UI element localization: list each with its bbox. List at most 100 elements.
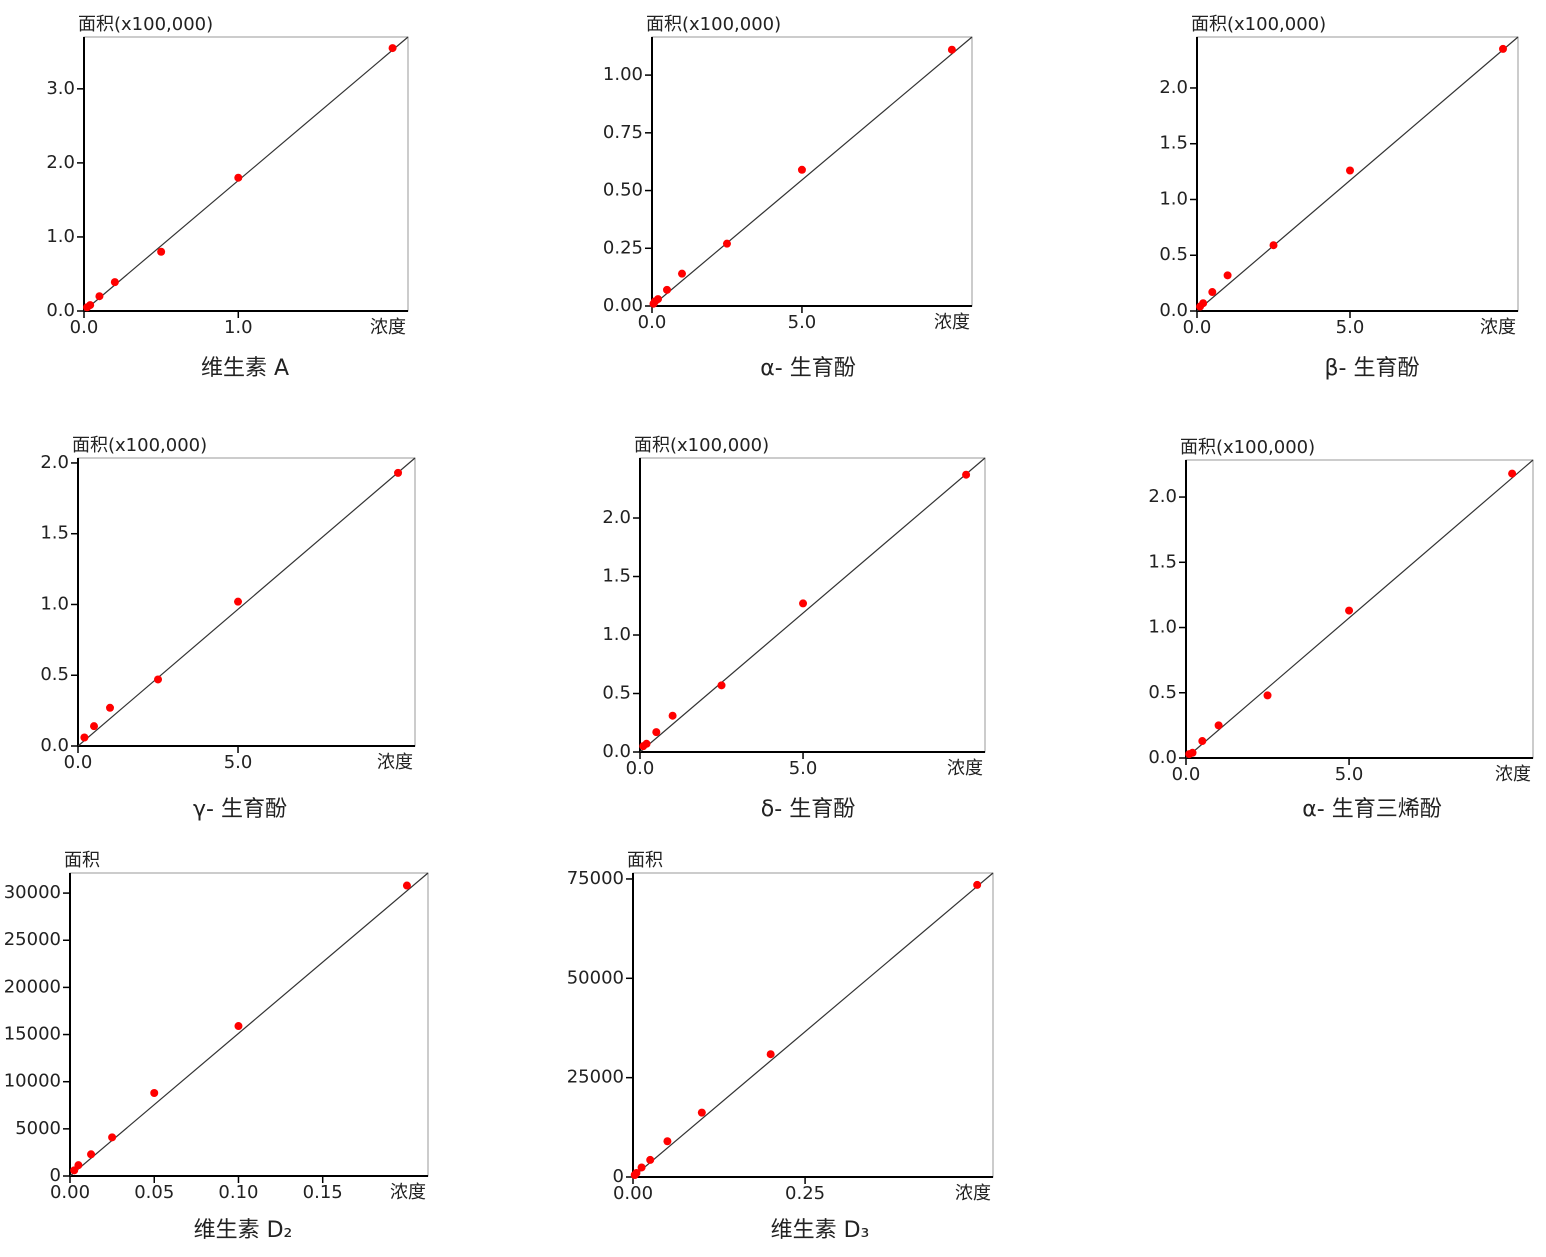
x-tick-label: 5.0	[789, 758, 818, 779]
data-point	[717, 681, 726, 690]
y-tick-label: 3.0	[46, 78, 75, 99]
x-axis-label: 浓度	[955, 1183, 991, 1204]
x-tick-label: 0.0	[64, 752, 93, 773]
y-axis-label: 面积(x100,000)	[78, 14, 213, 35]
chart-title: β- 生育酚	[1325, 356, 1420, 381]
y-tick-label: 15000	[4, 1024, 61, 1045]
chart-title: α- 生育酚	[760, 356, 855, 381]
y-tick-label: 25000	[567, 1067, 624, 1088]
data-point	[799, 599, 808, 608]
data-point	[1263, 691, 1272, 700]
trendline	[83, 36, 409, 312]
trendline	[69, 872, 429, 1177]
data-point	[110, 278, 119, 287]
data-point	[637, 1163, 646, 1172]
data-point	[1199, 299, 1208, 308]
y-tick-label: 1.0	[46, 226, 75, 247]
data-point	[722, 239, 731, 248]
data-point	[1345, 606, 1354, 615]
data-point	[697, 1108, 706, 1117]
y-tick-label: 2.0	[46, 152, 75, 173]
x-tick-label: 5.0	[1336, 317, 1365, 338]
chart-title: 维生素 D₃	[771, 1218, 870, 1243]
trendline	[1185, 459, 1534, 759]
x-tick-label: 0.10	[218, 1182, 258, 1203]
data-point	[1214, 721, 1223, 730]
data-point	[653, 295, 662, 304]
y-axis-label: 面积(x100,000)	[1180, 437, 1315, 458]
y-axis-label: 面积	[627, 850, 663, 871]
data-point	[74, 1161, 83, 1170]
trendline	[651, 36, 973, 307]
x-tick-label: 0.15	[303, 1182, 343, 1203]
data-point	[962, 470, 971, 479]
y-tick-label: 0	[50, 1165, 61, 1186]
y-tick-label: 0.5	[40, 664, 69, 685]
y-tick-label: 1.5	[602, 566, 631, 587]
data-point	[95, 292, 104, 301]
data-point	[677, 269, 686, 278]
x-axis-label: 浓度	[1495, 764, 1531, 785]
x-axis-label: 浓度	[947, 758, 983, 779]
data-point	[652, 728, 661, 737]
x-tick-label: 5.0	[788, 312, 817, 333]
x-axis-label: 浓度	[377, 752, 413, 773]
data-point	[1208, 288, 1217, 297]
y-tick-label: 50000	[567, 967, 624, 988]
chart-title: γ- 生育酚	[193, 797, 287, 822]
y-tick-label: 25000	[4, 929, 61, 950]
y-tick-label: 0.0	[1159, 300, 1188, 321]
y-tick-label: 0.0	[46, 300, 75, 321]
data-point	[1346, 166, 1355, 175]
y-tick-label: 2.0	[1159, 77, 1188, 98]
data-point	[87, 1150, 96, 1159]
data-point	[234, 1022, 243, 1031]
x-tick-label: 5.0	[224, 752, 253, 773]
data-point	[106, 703, 115, 712]
y-tick-label: 0.0	[1148, 747, 1177, 768]
data-point	[86, 301, 95, 310]
y-tick-label: 0.25	[603, 237, 643, 258]
y-axis-label: 面积(x100,000)	[72, 435, 207, 456]
data-point	[157, 247, 166, 256]
x-tick-label: 0.00	[50, 1182, 90, 1203]
data-point	[154, 675, 163, 684]
y-tick-label: 0	[613, 1166, 624, 1187]
y-tick-label: 10000	[4, 1071, 61, 1092]
y-tick-label: 0.0	[40, 735, 69, 756]
data-point	[663, 1137, 672, 1146]
data-point	[90, 722, 99, 731]
y-tick-label: 5000	[15, 1118, 61, 1139]
data-point	[766, 1050, 775, 1059]
x-tick-label: 0.0	[1183, 317, 1212, 338]
y-tick-label: 0.5	[602, 683, 631, 704]
y-tick-label: 30000	[4, 882, 61, 903]
y-tick-label: 2.0	[1148, 486, 1177, 507]
data-point	[80, 733, 89, 742]
data-point	[150, 1089, 159, 1098]
y-tick-label: 1.5	[1148, 551, 1177, 572]
y-axis-label: 面积(x100,000)	[646, 14, 781, 35]
y-tick-label: 1.0	[1159, 188, 1188, 209]
y-tick-label: 1.0	[602, 624, 631, 645]
data-point	[947, 45, 956, 54]
data-point	[662, 285, 671, 294]
data-point	[797, 165, 806, 174]
trendline	[639, 457, 986, 753]
y-tick-label: 0.0	[602, 741, 631, 762]
x-axis-label: 浓度	[1480, 317, 1516, 338]
x-tick-label: 0.0	[1172, 764, 1201, 785]
y-tick-label: 1.5	[40, 523, 69, 544]
data-point	[1198, 737, 1207, 746]
x-tick-label: 0.0	[70, 317, 99, 338]
data-point	[108, 1133, 117, 1142]
x-tick-label: 0.0	[638, 312, 667, 333]
data-point	[646, 1155, 655, 1164]
data-point	[1269, 241, 1278, 250]
x-axis-label: 浓度	[934, 312, 970, 333]
y-tick-label: 2.0	[602, 507, 631, 528]
data-point	[668, 711, 677, 720]
y-axis-label: 面积(x100,000)	[1191, 14, 1326, 35]
trendline	[1196, 36, 1519, 312]
y-tick-label: 2.0	[40, 452, 69, 473]
